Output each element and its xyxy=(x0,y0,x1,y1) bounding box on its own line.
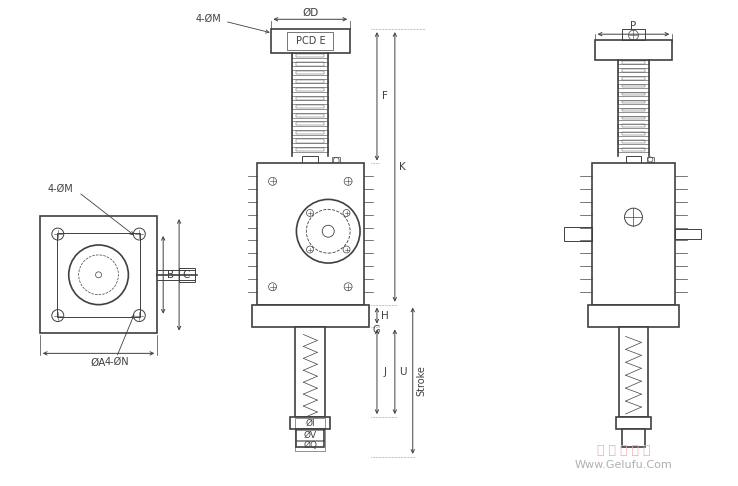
Bar xyxy=(292,96,328,101)
Text: C: C xyxy=(182,270,190,280)
Bar xyxy=(621,133,646,135)
Bar xyxy=(297,71,324,74)
Bar xyxy=(618,92,649,96)
Text: ØV: ØV xyxy=(304,431,317,439)
Bar xyxy=(595,40,672,60)
Text: B: B xyxy=(167,270,173,280)
Bar xyxy=(292,62,328,66)
Bar xyxy=(297,148,324,151)
Text: Www.Gelufu.Com: Www.Gelufu.Com xyxy=(575,460,672,470)
Bar xyxy=(618,148,649,152)
Bar xyxy=(621,101,646,104)
Text: H: H xyxy=(381,311,389,321)
Bar xyxy=(615,417,652,429)
Bar xyxy=(621,77,646,80)
Bar xyxy=(618,84,649,88)
Bar xyxy=(295,327,325,417)
Text: 格 鲁 夫 机 械: 格 鲁 夫 机 械 xyxy=(597,444,650,457)
Bar xyxy=(647,157,655,162)
Bar xyxy=(618,60,649,65)
Bar xyxy=(57,233,140,316)
Bar xyxy=(297,54,324,57)
Bar xyxy=(292,139,328,143)
Bar xyxy=(592,163,675,305)
Bar xyxy=(257,163,364,305)
Text: K: K xyxy=(399,162,406,172)
Bar xyxy=(292,130,328,135)
Text: F: F xyxy=(382,91,388,102)
Bar xyxy=(292,87,328,92)
Bar xyxy=(295,441,325,451)
Bar xyxy=(621,61,646,64)
Bar xyxy=(621,124,646,127)
Bar xyxy=(292,122,328,126)
Bar xyxy=(621,29,646,40)
Bar xyxy=(626,156,641,163)
Bar xyxy=(292,53,328,58)
Bar xyxy=(621,85,646,87)
Bar xyxy=(618,132,649,136)
Bar xyxy=(618,139,649,144)
Text: Stroke: Stroke xyxy=(417,365,427,396)
Bar xyxy=(292,70,328,75)
Text: J: J xyxy=(384,367,387,377)
Bar xyxy=(621,429,646,447)
Bar xyxy=(297,114,324,117)
Bar xyxy=(297,97,324,100)
Bar xyxy=(618,116,649,120)
Bar xyxy=(618,108,649,112)
Bar xyxy=(621,140,646,143)
Bar xyxy=(297,139,324,142)
Bar xyxy=(332,157,340,163)
Text: ØD: ØD xyxy=(303,7,319,17)
Bar xyxy=(40,216,157,333)
Bar xyxy=(675,229,700,239)
Bar xyxy=(621,148,646,151)
Bar xyxy=(292,113,328,118)
Bar xyxy=(618,123,649,128)
Text: 4-ØM: 4-ØM xyxy=(195,14,221,24)
Bar xyxy=(618,68,649,72)
Text: ØQ: ØQ xyxy=(303,441,317,451)
Bar xyxy=(295,418,325,429)
Bar xyxy=(618,100,649,104)
Bar xyxy=(587,305,679,327)
Bar xyxy=(621,117,646,119)
Text: 4-ØN: 4-ØN xyxy=(104,356,128,366)
Bar xyxy=(618,327,649,417)
Text: ØA: ØA xyxy=(91,357,106,367)
Text: 4-ØM: 4-ØM xyxy=(48,183,74,193)
Bar xyxy=(297,105,324,108)
Bar xyxy=(621,108,646,111)
Text: PCD E: PCD E xyxy=(295,36,325,46)
Bar xyxy=(303,156,318,163)
Bar xyxy=(565,227,592,241)
Bar xyxy=(297,80,324,83)
Bar xyxy=(252,305,369,327)
Bar xyxy=(621,93,646,95)
Bar xyxy=(271,29,350,53)
Bar xyxy=(292,79,328,84)
Bar xyxy=(292,104,328,109)
Bar xyxy=(288,32,333,50)
Bar xyxy=(291,417,330,429)
Bar xyxy=(297,131,324,134)
Text: P: P xyxy=(630,21,637,31)
Text: ØI: ØI xyxy=(306,418,315,428)
Bar xyxy=(297,63,324,66)
Text: U: U xyxy=(399,367,407,377)
Bar xyxy=(297,122,324,125)
Bar xyxy=(297,88,324,91)
Text: G: G xyxy=(373,325,381,334)
Bar xyxy=(179,268,195,282)
Bar xyxy=(618,76,649,80)
Bar xyxy=(621,69,646,71)
Bar xyxy=(295,430,325,440)
Bar xyxy=(292,147,328,152)
Bar xyxy=(297,429,324,447)
